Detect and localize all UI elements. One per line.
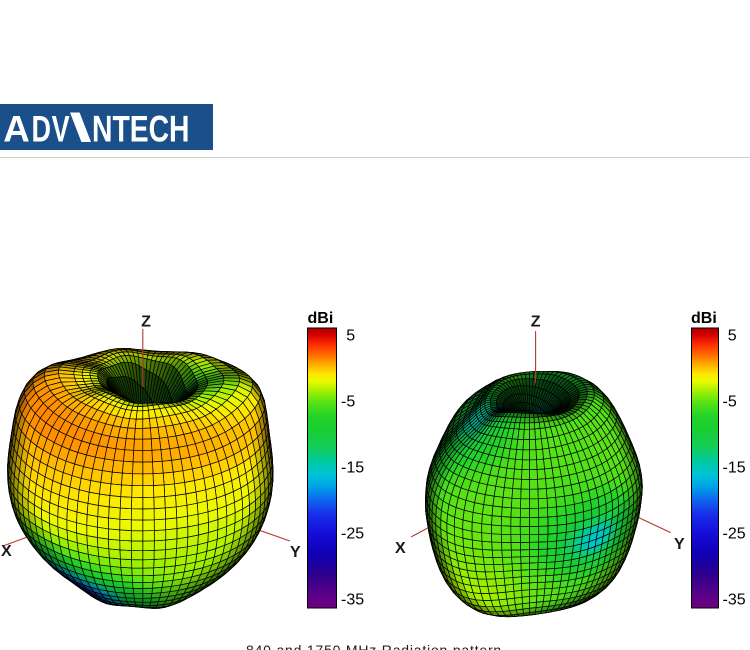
svg-text:-25: -25: [341, 526, 364, 543]
svg-text:-35: -35: [341, 592, 364, 609]
svg-text:Z: Z: [531, 314, 541, 331]
svg-text:5: 5: [346, 328, 355, 345]
svg-text:-5: -5: [723, 394, 737, 411]
svg-text:A: A: [3, 107, 30, 149]
svg-text:DV: DV: [32, 107, 71, 149]
svg-text:5: 5: [728, 328, 737, 345]
svg-text:X: X: [1, 543, 12, 560]
svg-text:X: X: [395, 540, 406, 557]
svg-text:Z: Z: [141, 314, 151, 331]
svg-text:-35: -35: [723, 592, 746, 609]
svg-text:-25: -25: [723, 526, 746, 543]
svg-text:Y: Y: [674, 536, 685, 553]
svg-text:dBi: dBi: [308, 310, 334, 327]
svg-text:NTECH: NTECH: [92, 109, 190, 150]
svg-text:Y: Y: [290, 544, 301, 561]
svg-text:-15: -15: [723, 460, 746, 477]
svg-text:dBi: dBi: [691, 310, 717, 327]
svg-text:-15: -15: [341, 460, 364, 477]
svg-text:-5: -5: [341, 394, 355, 411]
